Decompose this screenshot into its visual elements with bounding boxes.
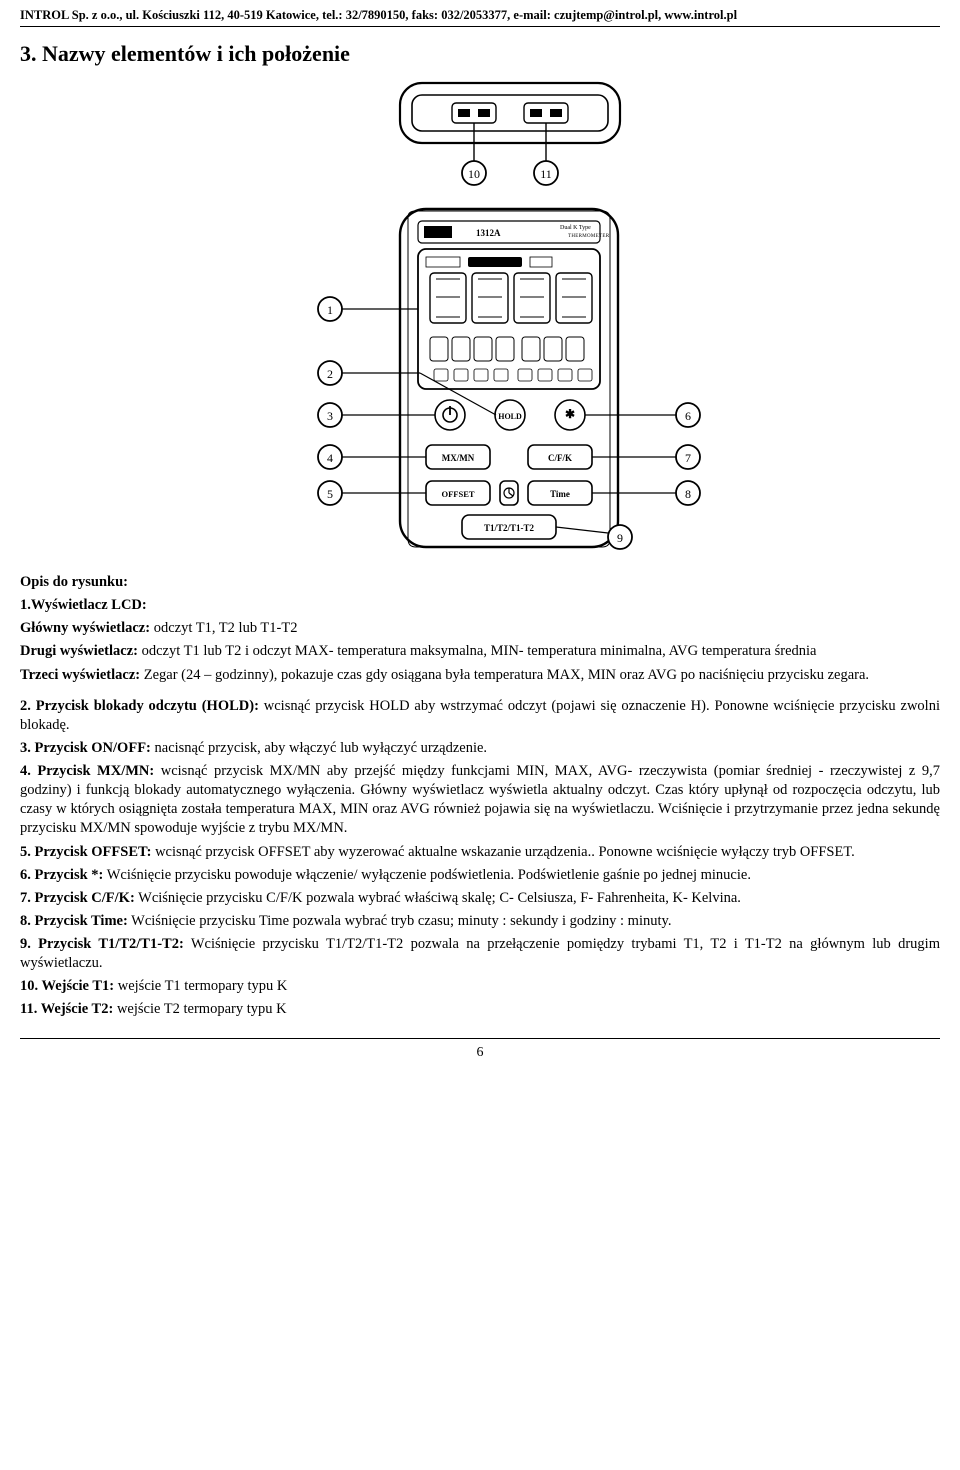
item-6: 6. Przycisk *: Wciśnięcie przycisku powo…	[20, 866, 940, 885]
svg-text:5: 5	[327, 487, 333, 501]
svg-text:9: 9	[617, 531, 623, 545]
section-title: 3. Nazwy elementów i ich położenie	[20, 41, 940, 67]
svg-text:1: 1	[327, 303, 333, 317]
device-diagram-svg: 10 11 1312A Dual K Type THERMOMETER	[220, 79, 740, 559]
svg-text:Time: Time	[550, 489, 570, 499]
top-connector	[400, 83, 620, 143]
svg-text:1312A: 1312A	[476, 228, 501, 238]
item-11: 11. Wejście T2: wejście T2 termopary typ…	[20, 1000, 940, 1019]
item-1-line-a: Główny wyświetlacz: odczyt T1, T2 lub T1…	[20, 619, 940, 638]
svg-text:6: 6	[685, 409, 691, 423]
item-2: 2. Przycisk blokady odczytu (HOLD): wcis…	[20, 697, 940, 735]
item-4-text: wcisnąć przycisk MX/MN aby przejść międz…	[20, 763, 940, 836]
item-7-label: 7. Przycisk C/F/K:	[20, 890, 135, 906]
item-1b-text: odczyt T1 lub T2 i odczyt MAX- temperatu…	[138, 643, 816, 659]
item-6-text: Wciśnięcie przycisku powoduje włączenie/…	[103, 867, 751, 883]
item-8-text: Wciśnięcie przycisku Time pozwala wybrać…	[128, 913, 672, 929]
item-4-label: 4. Przycisk MX/MN:	[20, 763, 154, 779]
svg-text:3: 3	[327, 409, 333, 423]
item-5: 5. Przycisk OFFSET: wcisnąć przycisk OFF…	[20, 843, 940, 862]
device-body: 1312A Dual K Type THERMOMETER	[400, 209, 618, 547]
item-7: 7. Przycisk C/F/K: Wciśnięcie przycisku …	[20, 889, 940, 908]
svg-text:C/F/K: C/F/K	[548, 453, 572, 463]
item-1c-text: Zegar (24 – godzinny), pokazuje czas gdy…	[140, 667, 869, 683]
item-11-label: 11. Wejście T2:	[20, 1001, 113, 1017]
svg-text:HOLD: HOLD	[498, 412, 522, 421]
item-10: 10. Wejście T1: wejście T1 termopary typ…	[20, 977, 940, 996]
item-3: 3. Przycisk ON/OFF: nacisnąć przycisk, a…	[20, 739, 940, 758]
device-diagram: 10 11 1312A Dual K Type THERMOMETER	[20, 79, 940, 559]
item-1a-text: odczyt T1, T2 lub T1-T2	[150, 620, 297, 636]
item-1b-label: Drugi wyświetlacz:	[20, 643, 138, 659]
item-11-text: wejście T2 termopary typu K	[113, 1001, 286, 1017]
page-number: 6	[20, 1038, 940, 1061]
svg-text:Dual K Type: Dual K Type	[560, 225, 591, 231]
item-3-text: nacisnąć przycisk, aby włączyć lub wyłąc…	[151, 740, 487, 756]
item-9-label: 9. Przycisk T1/T2/T1-T2:	[20, 936, 184, 952]
caption-heading: Opis do rysunku:	[20, 573, 940, 592]
item-6-label: 6. Przycisk *:	[20, 867, 103, 883]
item-4: 4. Przycisk MX/MN: wcisnąć przycisk MX/M…	[20, 762, 940, 839]
svg-text:T1/T2/T1-T2: T1/T2/T1-T2	[484, 523, 535, 533]
svg-text:✱: ✱	[565, 407, 575, 421]
item-1c-label: Trzeci wyświetlacz:	[20, 667, 140, 683]
item-8: 8. Przycisk Time: Wciśnięcie przycisku T…	[20, 912, 940, 931]
svg-text:4: 4	[327, 451, 333, 465]
svg-text:11: 11	[540, 167, 552, 181]
svg-text:MX/MN: MX/MN	[442, 453, 475, 463]
lcd-secondary-digits	[430, 337, 584, 361]
item-1-line-b: Drugi wyświetlacz: odczyt T1 lub T2 i od…	[20, 642, 940, 661]
svg-text:10: 10	[468, 167, 480, 181]
item-1-line-c: Trzeci wyświetlacz: Zegar (24 – godzinny…	[20, 666, 940, 685]
item-1-title: 1.Wyświetlacz LCD:	[20, 596, 940, 615]
page-header: INTROL Sp. z o.o., ul. Kościuszki 112, 4…	[20, 8, 940, 27]
item-10-text: wejście T1 termopary typu K	[114, 978, 287, 994]
item-5-label: 5. Przycisk OFFSET:	[20, 844, 151, 860]
item-10-label: 10. Wejście T1:	[20, 978, 114, 994]
item-5-text: wcisnąć przycisk OFFSET aby wyzerować ak…	[151, 844, 854, 860]
item-3-label: 3. Przycisk ON/OFF:	[20, 740, 151, 756]
svg-text:8: 8	[685, 487, 691, 501]
item-8-label: 8. Przycisk Time:	[20, 913, 128, 929]
item-9: 9. Przycisk T1/T2/T1-T2: Wciśnięcie przy…	[20, 935, 940, 973]
item-1a-label: Główny wyświetlacz:	[20, 620, 150, 636]
svg-text:THERMOMETER: THERMOMETER	[568, 234, 610, 239]
svg-text:2: 2	[327, 367, 333, 381]
item-7-text: Wciśnięcie przycisku C/F/K pozwala wybra…	[135, 890, 741, 906]
svg-text:7: 7	[685, 451, 691, 465]
svg-text:OFFSET: OFFSET	[441, 489, 474, 499]
item-2-label: 2. Przycisk blokady odczytu (HOLD):	[20, 698, 259, 714]
